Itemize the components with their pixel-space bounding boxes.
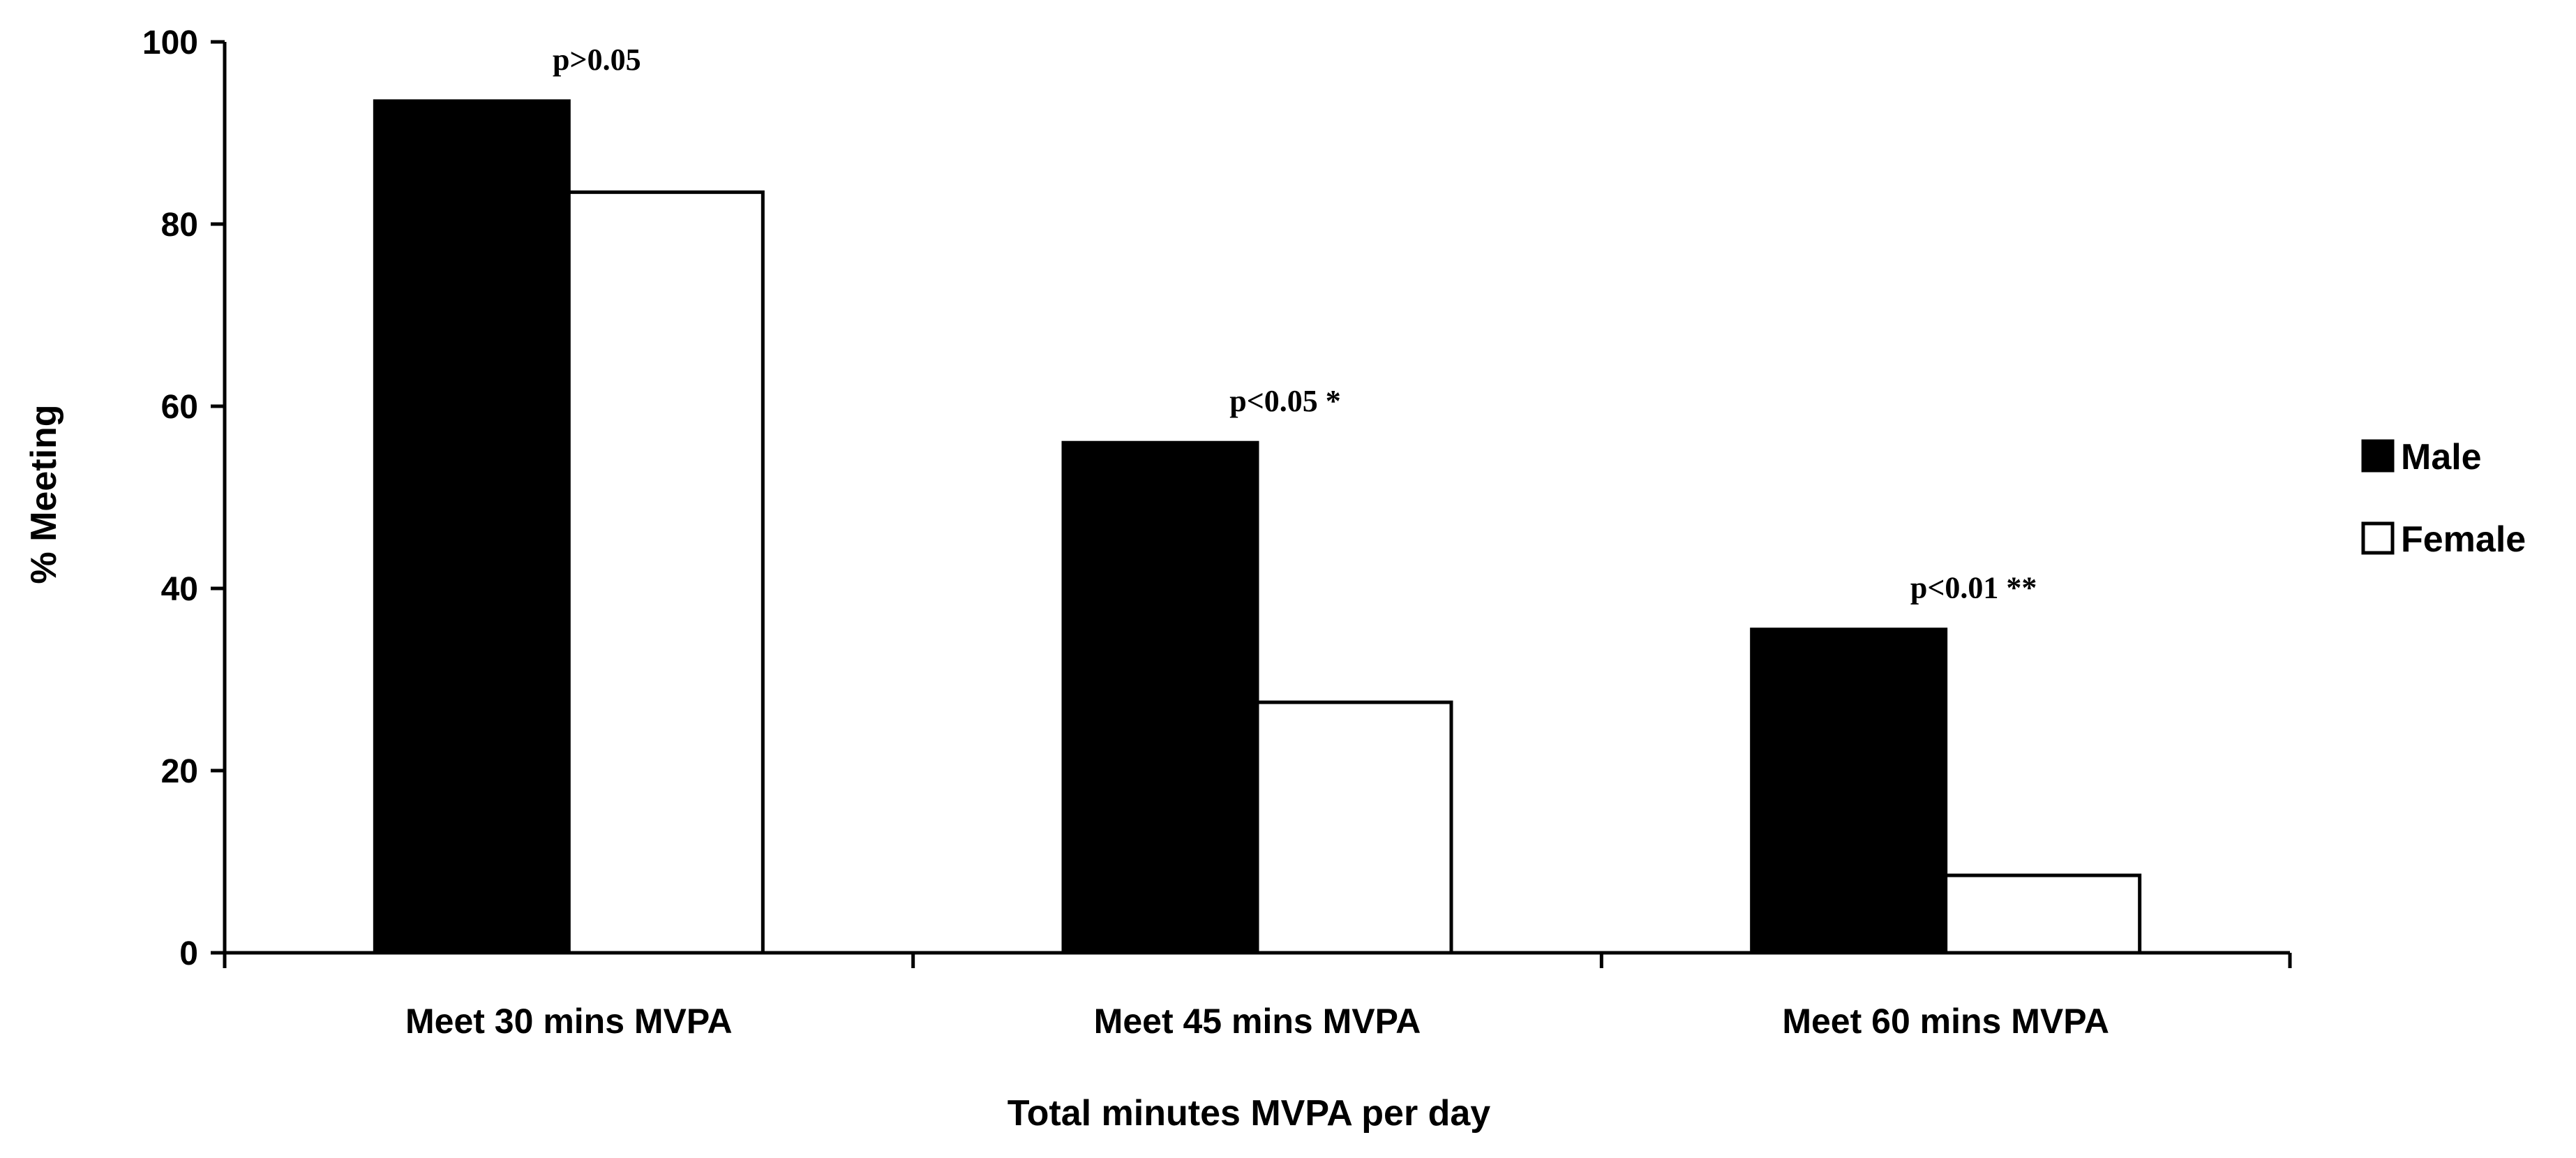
y-tick-label-100: 100: [142, 24, 198, 61]
legend-swatch-male: [2361, 439, 2395, 473]
axes-group: Meet 30 mins MVPA Meet 45 mins MVPA Meet 6…: [142, 24, 2292, 1041]
bar-male-meet-30-mins-mvpa: [373, 99, 571, 955]
bar-male-meet-45-mins-mvpa: [1061, 440, 1259, 955]
annotation-1: p>0.05: [553, 43, 641, 77]
bar-female-meet-60-mins-mvpa: [1944, 873, 2142, 955]
x-axis-title: Total minutes MVPA per day: [1008, 1093, 1491, 1134]
legend: Male Female: [2361, 437, 2526, 560]
legend-label-male: Male: [2401, 437, 2482, 477]
annotation-2: p<0.05 *: [1229, 384, 1341, 418]
x-tick-label-meet-45-mins-mvpa: Meet 45 mins MVPA: [1094, 1002, 1421, 1041]
bars-group: [373, 99, 2142, 955]
legend-label-female: Female: [2401, 519, 2526, 560]
legend-swatch-female: [2361, 521, 2395, 555]
y-axis-title: % Meeting: [24, 404, 64, 584]
x-tick-label-meet-30-mins-mvpa: Meet 30 mins MVPA: [405, 1002, 733, 1041]
y-tick-label-20: 20: [161, 753, 198, 790]
bar-female-meet-45-mins-mvpa: [1255, 700, 1453, 955]
annotation-3: p<0.01 **: [1910, 571, 2037, 605]
y-tick-label-60: 60: [161, 389, 198, 426]
x-tick-label-meet-60-mins-mvpa: Meet 60 mins MVPA: [1782, 1002, 2109, 1041]
y-tick-label-40: 40: [161, 571, 198, 608]
annotations-group: p>0.05 p<0.05 * p<0.01 **: [553, 43, 2037, 605]
bar-female-meet-30-mins-mvpa: [567, 190, 765, 955]
bar-male-meet-60-mins-mvpa: [1750, 628, 1948, 955]
y-tick-label-0: 0: [179, 935, 198, 972]
y-tick-label-80: 80: [161, 207, 198, 244]
